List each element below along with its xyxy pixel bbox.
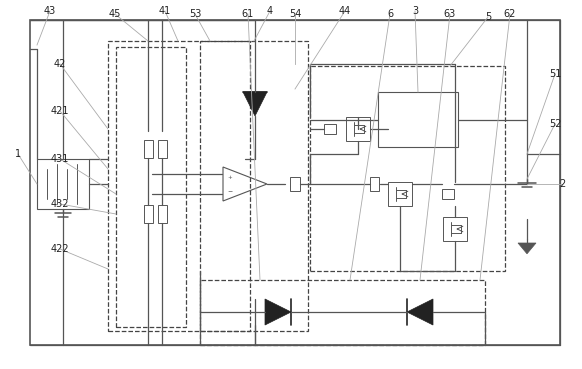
Bar — [116, 47, 186, 327]
Text: 431: 431 — [51, 154, 69, 164]
Bar — [108, 41, 250, 331]
Bar — [388, 182, 412, 206]
Bar — [200, 280, 485, 345]
Bar — [324, 124, 336, 134]
Text: 62: 62 — [504, 9, 516, 19]
Text: 421: 421 — [51, 106, 69, 116]
Bar — [442, 189, 454, 199]
Text: +: + — [227, 175, 232, 180]
Bar — [443, 217, 467, 241]
Text: 6: 6 — [387, 9, 393, 19]
Text: 51: 51 — [549, 69, 561, 79]
Bar — [30, 20, 560, 345]
Bar — [37, 159, 89, 209]
Text: 63: 63 — [444, 9, 456, 19]
Text: 45: 45 — [109, 9, 121, 19]
Bar — [290, 177, 300, 191]
Text: 44: 44 — [339, 6, 351, 16]
Bar — [378, 92, 458, 147]
Text: −: − — [227, 188, 232, 193]
Bar — [371, 177, 379, 191]
Text: 5: 5 — [485, 12, 491, 22]
Polygon shape — [407, 299, 433, 325]
Polygon shape — [518, 243, 536, 254]
Text: 42: 42 — [54, 59, 66, 69]
Polygon shape — [243, 92, 267, 116]
Text: 1: 1 — [15, 149, 21, 159]
Bar — [310, 66, 505, 271]
Text: 41: 41 — [159, 6, 171, 16]
Text: 3: 3 — [412, 6, 418, 16]
Text: 432: 432 — [51, 199, 69, 209]
Text: 61: 61 — [242, 9, 254, 19]
Text: 52: 52 — [549, 119, 561, 129]
Text: 53: 53 — [189, 9, 201, 19]
Bar — [144, 140, 152, 158]
Text: 43: 43 — [44, 6, 56, 16]
Bar — [158, 140, 166, 158]
Text: 422: 422 — [51, 244, 69, 254]
Bar — [346, 117, 370, 141]
Text: 4: 4 — [267, 6, 273, 16]
Text: 2: 2 — [559, 179, 565, 189]
Text: 54: 54 — [289, 9, 301, 19]
Bar — [158, 205, 166, 223]
Bar — [144, 205, 152, 223]
Bar — [200, 41, 308, 331]
Polygon shape — [265, 299, 291, 325]
